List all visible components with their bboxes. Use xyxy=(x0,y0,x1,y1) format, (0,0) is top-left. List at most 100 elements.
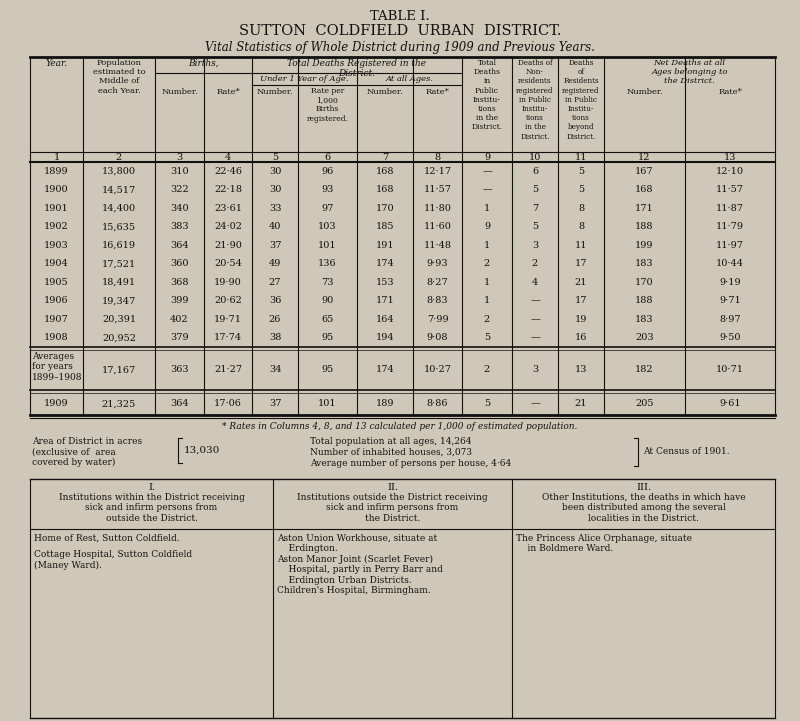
Text: Total Deaths Registered in the
District.: Total Deaths Registered in the District. xyxy=(287,59,426,79)
Text: 136: 136 xyxy=(318,260,337,268)
Text: Averages
for years
1899–1908: Averages for years 1899–1908 xyxy=(32,352,82,382)
Text: Total
Deaths
in
Public
Institu-
tions
in the
District.: Total Deaths in Public Institu- tions in… xyxy=(471,59,502,131)
Text: 101: 101 xyxy=(318,399,337,409)
Text: 1904: 1904 xyxy=(44,260,69,268)
Text: 9·61: 9·61 xyxy=(719,399,741,409)
Text: 168: 168 xyxy=(635,185,654,194)
Text: 6: 6 xyxy=(532,167,538,176)
Text: 171: 171 xyxy=(635,204,654,213)
Text: 364: 364 xyxy=(170,399,189,409)
Text: —: — xyxy=(530,315,540,324)
Text: —: — xyxy=(482,167,492,176)
Text: 167: 167 xyxy=(635,167,654,176)
Text: 364: 364 xyxy=(170,241,189,249)
Text: 11·48: 11·48 xyxy=(423,241,451,249)
Text: 205: 205 xyxy=(635,399,654,409)
Text: Births,: Births, xyxy=(188,59,219,68)
Text: 33: 33 xyxy=(269,204,282,213)
Text: 171: 171 xyxy=(376,296,394,305)
Text: 11: 11 xyxy=(574,241,587,249)
Text: 3: 3 xyxy=(532,241,538,249)
Text: 310: 310 xyxy=(170,167,189,176)
Text: 20,952: 20,952 xyxy=(102,333,136,342)
Text: 73: 73 xyxy=(322,278,334,287)
Text: 199: 199 xyxy=(635,241,654,249)
Text: 9·08: 9·08 xyxy=(426,333,448,342)
Text: 174: 174 xyxy=(376,366,394,374)
Text: 30: 30 xyxy=(269,185,281,194)
Text: 203: 203 xyxy=(635,333,654,342)
Text: 11·60: 11·60 xyxy=(423,222,451,231)
Text: 1905: 1905 xyxy=(44,278,69,287)
Text: 8·97: 8·97 xyxy=(719,315,741,324)
Text: 13: 13 xyxy=(574,366,587,374)
Text: 4: 4 xyxy=(225,153,231,162)
Text: 1: 1 xyxy=(484,241,490,249)
Text: 11: 11 xyxy=(574,153,587,162)
Text: 9: 9 xyxy=(484,222,490,231)
Text: 27: 27 xyxy=(269,278,282,287)
Text: The Princess Alice Orphanage, situate
    in Boldmere Ward.: The Princess Alice Orphanage, situate in… xyxy=(516,534,692,554)
Text: SUTTON  COLDFIELD  URBAN  DISTRICT.: SUTTON COLDFIELD URBAN DISTRICT. xyxy=(238,24,562,38)
Text: 95: 95 xyxy=(322,366,334,374)
Text: 188: 188 xyxy=(635,222,654,231)
Text: 10: 10 xyxy=(529,153,541,162)
Text: 188: 188 xyxy=(635,296,654,305)
Text: 7: 7 xyxy=(382,153,388,162)
Text: Number.: Number. xyxy=(257,88,294,96)
Text: 194: 194 xyxy=(376,333,394,342)
Text: 49: 49 xyxy=(269,260,281,268)
Text: 153: 153 xyxy=(376,278,394,287)
Text: 6: 6 xyxy=(325,153,330,162)
Text: Area of District in acres
(exclusive of  area
covered by water): Area of District in acres (exclusive of … xyxy=(32,437,142,467)
Text: 96: 96 xyxy=(322,167,334,176)
Text: 8·86: 8·86 xyxy=(426,399,448,409)
Text: Year.: Year. xyxy=(46,59,67,68)
Text: Rate*: Rate* xyxy=(426,88,450,96)
Text: 1909: 1909 xyxy=(44,399,69,409)
Text: 20·54: 20·54 xyxy=(214,260,242,268)
Text: 90: 90 xyxy=(322,296,334,305)
Text: 399: 399 xyxy=(170,296,189,305)
Text: 65: 65 xyxy=(322,315,334,324)
Text: 5: 5 xyxy=(484,399,490,409)
Text: 1: 1 xyxy=(484,296,490,305)
Text: Other Institutions, the deaths in which have
been distributed among the several
: Other Institutions, the deaths in which … xyxy=(542,493,746,523)
Text: Vital Statistics of Whole District during 1909 and Previous Years.: Vital Statistics of Whole District durin… xyxy=(205,41,595,54)
Text: 168: 168 xyxy=(376,167,394,176)
Text: 1900: 1900 xyxy=(44,185,69,194)
Text: 3: 3 xyxy=(532,366,538,374)
Text: 1902: 1902 xyxy=(44,222,69,231)
Text: 174: 174 xyxy=(376,260,394,268)
Text: Population
estimated to
Middle of
each Year.: Population estimated to Middle of each Y… xyxy=(93,59,146,94)
Text: Institutions within the District receiving
sick and infirm persons from
outside : Institutions within the District receivi… xyxy=(58,493,245,523)
Text: 2: 2 xyxy=(484,366,490,374)
Text: 11·79: 11·79 xyxy=(716,222,744,231)
Text: 24·02: 24·02 xyxy=(214,222,242,231)
Text: 5: 5 xyxy=(532,185,538,194)
Text: 9·93: 9·93 xyxy=(426,260,448,268)
Text: 26: 26 xyxy=(269,315,281,324)
Text: 7·99: 7·99 xyxy=(426,315,448,324)
Text: —: — xyxy=(530,296,540,305)
Text: 101: 101 xyxy=(318,241,337,249)
Text: 10·44: 10·44 xyxy=(716,260,744,268)
Text: 13: 13 xyxy=(724,153,736,162)
Text: Institutions outside the District receiving
sick and infirm persons from
the Dis: Institutions outside the District receiv… xyxy=(297,493,488,523)
Text: 17·74: 17·74 xyxy=(214,333,242,342)
Text: At all Ages.: At all Ages. xyxy=(386,75,434,83)
Text: 9·50: 9·50 xyxy=(719,333,741,342)
Text: 14,400: 14,400 xyxy=(102,204,136,213)
Text: 13,800: 13,800 xyxy=(102,167,136,176)
Text: 360: 360 xyxy=(170,260,189,268)
Text: 322: 322 xyxy=(170,185,189,194)
Text: 191: 191 xyxy=(376,241,394,249)
Text: 11·57: 11·57 xyxy=(716,185,744,194)
Text: Number of inhabited houses, 3,073: Number of inhabited houses, 3,073 xyxy=(310,448,472,457)
Text: 18,491: 18,491 xyxy=(102,278,136,287)
Text: 34: 34 xyxy=(269,366,282,374)
Text: 20·62: 20·62 xyxy=(214,296,242,305)
Text: Cottage Hospital, Sutton Coldfield
(Maney Ward).: Cottage Hospital, Sutton Coldfield (Mane… xyxy=(34,550,192,570)
Text: Number.: Number. xyxy=(366,88,403,96)
Text: —: — xyxy=(530,399,540,409)
